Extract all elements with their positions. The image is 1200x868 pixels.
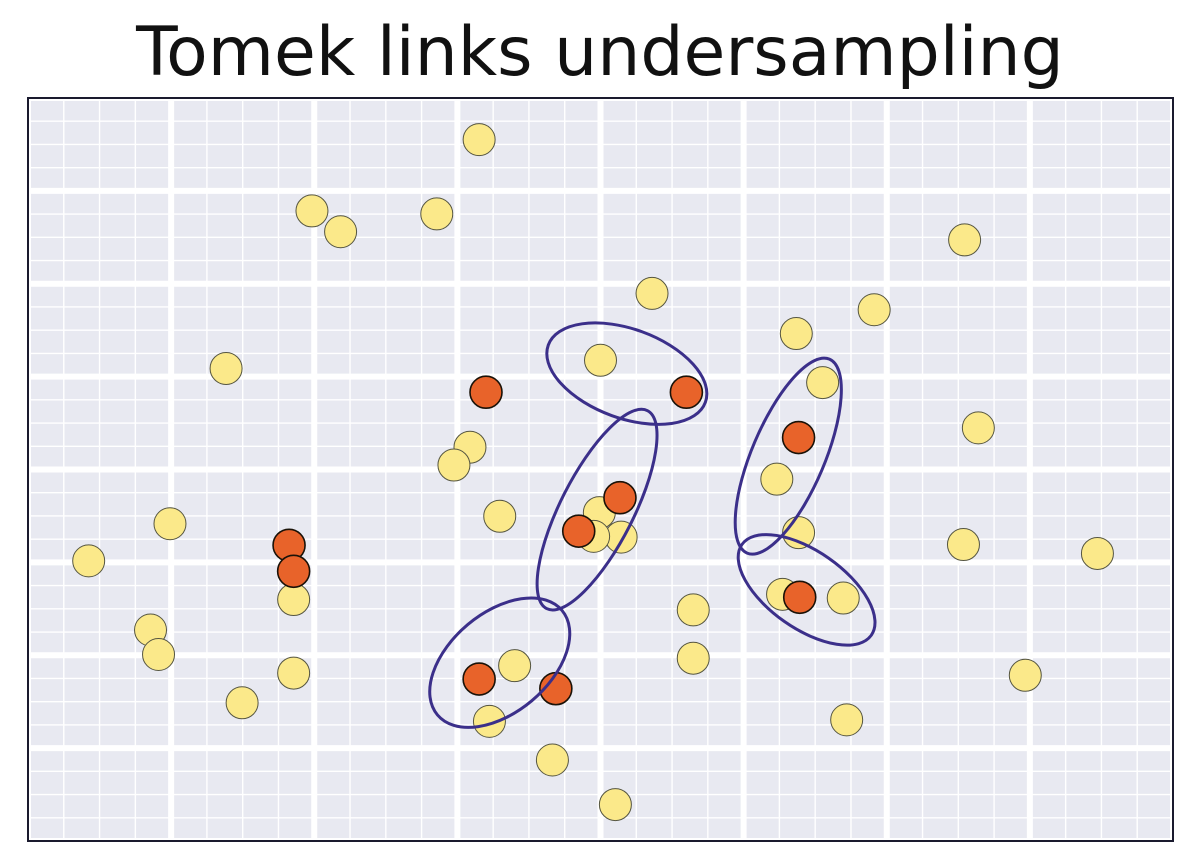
plot-frame: [27, 97, 1174, 842]
majority-class-point: [472, 704, 506, 738]
tomek-link-ellipse: [545, 321, 709, 426]
majority-class-point: [584, 343, 617, 377]
majority-class-point: [462, 123, 496, 157]
plot-border: [27, 97, 1174, 842]
majority-class-point: [420, 197, 454, 231]
majority-class-point: [635, 276, 669, 310]
scatter-points: [72, 123, 1114, 822]
majority-class-point: [225, 686, 259, 720]
minority-class-point: [669, 375, 704, 410]
majority-class-point: [946, 528, 980, 562]
majority-class-point: [209, 351, 243, 385]
majority-class-point: [760, 462, 794, 496]
minority-class-point: [276, 554, 311, 589]
minority-class-point: [603, 480, 637, 515]
tomek-link-ellipse: [736, 533, 877, 647]
majority-class-point: [676, 593, 710, 627]
majority-class-point: [498, 649, 532, 683]
tomek-link-ellipse: [535, 407, 659, 612]
majority-class-point: [806, 366, 840, 400]
majority-class-point: [437, 448, 471, 482]
majority-class-point: [324, 215, 358, 249]
majority-class-point: [779, 317, 813, 351]
majority-class-point: [277, 656, 311, 690]
minority-class-point: [469, 375, 503, 410]
majority-class-point: [782, 516, 816, 550]
minority-class-point: [782, 580, 817, 615]
majority-class-point: [857, 293, 891, 327]
majority-class-point: [295, 194, 329, 228]
majority-class-point: [598, 788, 632, 822]
majority-class-point: [826, 581, 860, 615]
majority-class-point: [72, 544, 106, 578]
majority-class-point: [277, 583, 311, 617]
minority-class-point: [781, 420, 816, 455]
majority-class-point: [535, 743, 569, 777]
tomek-link-ellipse: [428, 596, 572, 729]
tomek-link-ellipses: [428, 321, 877, 729]
minority-class-point: [561, 514, 596, 548]
majority-class-point: [676, 641, 710, 675]
majority-class-point: [1080, 536, 1114, 570]
tomek-link-ellipse: [733, 356, 843, 556]
majority-class-point: [948, 223, 982, 257]
majority-class-point: [153, 507, 187, 541]
majority-class-point: [830, 703, 864, 737]
majority-class-point: [483, 499, 517, 533]
chart-title: Tomek links undersampling: [136, 13, 1064, 92]
majority-class-point: [1008, 658, 1042, 692]
majority-class-point: [961, 411, 995, 445]
majority-class-point: [142, 638, 176, 672]
minority-class-point: [462, 662, 496, 696]
